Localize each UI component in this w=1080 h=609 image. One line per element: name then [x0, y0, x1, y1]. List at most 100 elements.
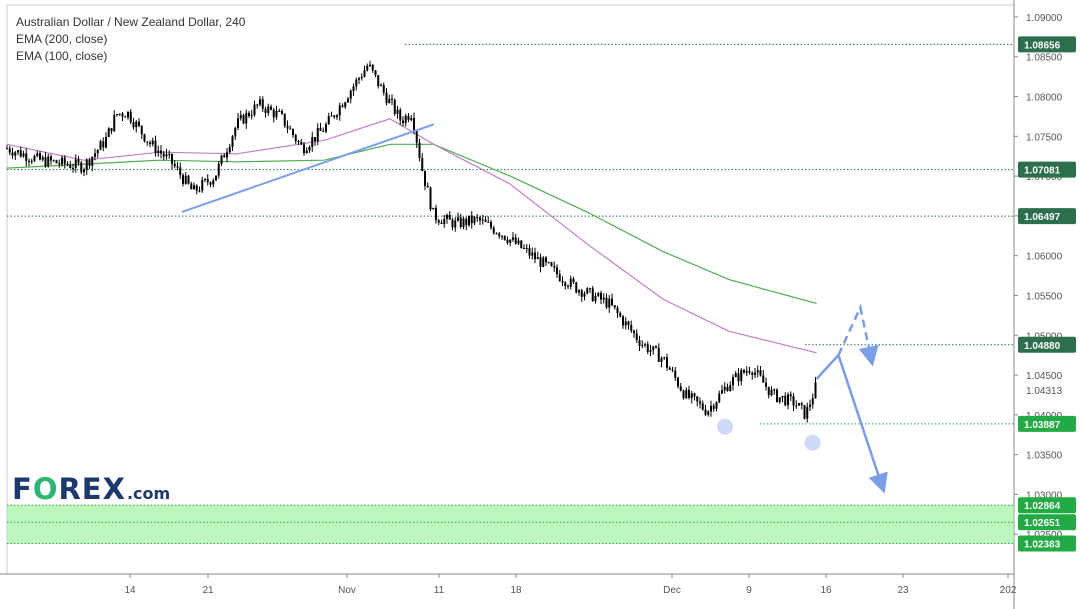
y-tick-label: 1.09000	[1026, 13, 1063, 24]
candle-body	[264, 108, 267, 114]
candle-body	[481, 219, 484, 221]
candle-body	[297, 141, 300, 143]
candle-body	[465, 218, 468, 226]
candle-body	[132, 122, 135, 128]
candle-body	[492, 227, 495, 234]
candle-body	[644, 344, 646, 346]
candle-body	[344, 102, 347, 108]
candle-body	[352, 86, 355, 91]
candle-body	[811, 398, 814, 405]
scenario-bearish-arrow	[837, 354, 888, 494]
candle-body	[798, 403, 800, 406]
candle-body	[605, 297, 608, 308]
candle-body	[135, 121, 138, 128]
candle-body	[91, 156, 94, 166]
candle-body	[495, 233, 498, 235]
candle-body	[701, 403, 704, 410]
candle-body	[19, 150, 22, 157]
candle-body	[308, 147, 311, 151]
y-tick-label: 1.07500	[1026, 132, 1063, 143]
candle-body	[748, 371, 751, 373]
candle-body	[173, 163, 176, 167]
candle-body	[594, 296, 597, 302]
current-price-label: 1.04313	[1026, 386, 1063, 397]
candle-body	[770, 389, 773, 396]
candle-body	[583, 293, 586, 297]
candle-body	[520, 240, 523, 248]
candle-body	[157, 150, 160, 153]
candle-body	[220, 155, 223, 164]
price-badge	[1018, 415, 1076, 432]
candle-body	[553, 265, 556, 268]
candle-body	[30, 161, 33, 163]
candle-body	[413, 118, 415, 131]
candle-body	[105, 136, 107, 148]
candle-body	[28, 160, 30, 162]
candle-body	[517, 240, 520, 244]
candle-body	[512, 237, 514, 240]
candle-body	[176, 166, 179, 168]
candle-body	[360, 76, 363, 79]
candle-body	[363, 70, 366, 77]
x-tick-label: 21	[202, 585, 214, 596]
candle-body	[325, 124, 327, 132]
candle-body	[283, 113, 286, 126]
candle-body	[501, 235, 503, 237]
candle-body	[127, 111, 129, 118]
candle-body	[572, 278, 575, 283]
candle-body	[396, 109, 399, 114]
candle-body	[212, 180, 215, 185]
candle-body	[462, 218, 465, 228]
candle-body	[289, 128, 292, 130]
candle-body	[561, 280, 564, 283]
candle-body	[94, 153, 96, 157]
candle-body	[729, 385, 732, 391]
candle-body	[473, 217, 476, 224]
candle-body	[809, 404, 811, 407]
candle-body	[303, 144, 305, 154]
candle-body	[776, 389, 778, 402]
candle-body	[382, 85, 385, 93]
scenario-rally-leg	[815, 354, 840, 380]
candle-body	[476, 217, 479, 219]
candle-body	[226, 152, 228, 158]
candle-body	[402, 120, 404, 124]
candle-body	[143, 134, 146, 142]
candle-body	[484, 219, 487, 222]
candle-body	[732, 377, 734, 386]
candle-body	[569, 278, 572, 287]
candle-body	[190, 183, 193, 190]
candle-body	[286, 125, 289, 129]
candle-body	[83, 169, 85, 173]
candle-body	[380, 85, 382, 87]
candle-body	[655, 346, 657, 348]
candle-body	[330, 115, 333, 117]
candle-body	[740, 370, 743, 382]
candle-body	[80, 162, 83, 173]
candle-body	[77, 159, 80, 163]
y-tick-label: 1.04500	[1026, 371, 1063, 382]
candle-body	[116, 114, 118, 116]
candle-body	[415, 130, 418, 143]
candle-body	[602, 297, 605, 300]
swing-low-marker	[804, 434, 821, 451]
candle-body	[754, 372, 756, 375]
candle-body	[256, 104, 259, 106]
candle-body	[663, 357, 666, 359]
candle-body	[435, 207, 437, 221]
candle-body	[50, 156, 52, 161]
candle-body	[270, 106, 272, 110]
candle-body	[74, 159, 77, 168]
chart-legend: Australian Dollar / New Zealand Dollar, …	[16, 14, 245, 65]
candle-body	[336, 115, 338, 118]
candle-body	[393, 99, 396, 114]
candle-body	[616, 307, 619, 314]
candle-body	[110, 128, 113, 132]
candle-body	[217, 163, 220, 176]
candle-body	[341, 105, 344, 108]
candle-body	[113, 114, 116, 132]
candle-body	[759, 370, 762, 376]
price-badge-label: 1.04880	[1024, 341, 1061, 352]
candle-body	[795, 405, 798, 407]
